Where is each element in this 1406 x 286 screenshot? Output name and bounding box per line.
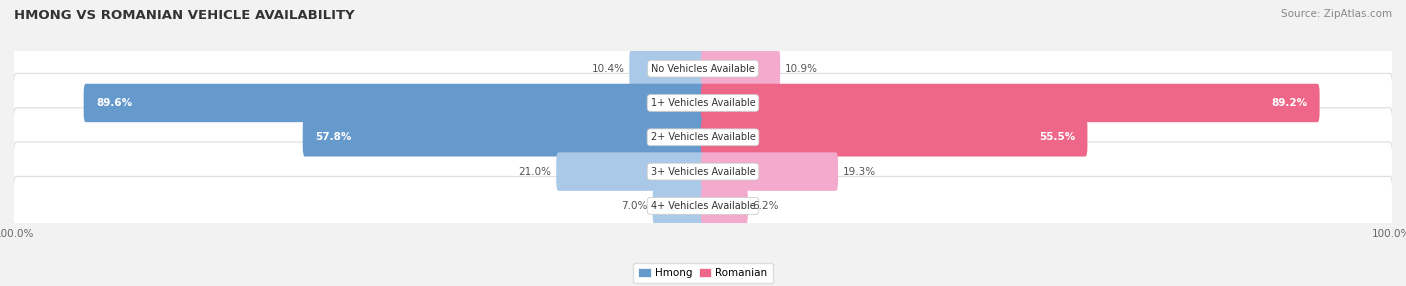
Text: 19.3%: 19.3% [842,167,876,176]
FancyBboxPatch shape [702,187,748,225]
Text: 55.5%: 55.5% [1039,132,1076,142]
Text: No Vehicles Available: No Vehicles Available [651,64,755,74]
FancyBboxPatch shape [14,142,1392,201]
Legend: Hmong, Romanian: Hmong, Romanian [633,263,773,283]
FancyBboxPatch shape [83,84,704,122]
Text: 1+ Vehicles Available: 1+ Vehicles Available [651,98,755,108]
Text: 10.4%: 10.4% [592,64,624,74]
Text: Source: ZipAtlas.com: Source: ZipAtlas.com [1281,9,1392,19]
Text: 57.8%: 57.8% [315,132,352,142]
Text: 3+ Vehicles Available: 3+ Vehicles Available [651,167,755,176]
FancyBboxPatch shape [630,49,704,88]
Text: 4+ Vehicles Available: 4+ Vehicles Available [651,201,755,211]
Text: 6.2%: 6.2% [752,201,779,211]
FancyBboxPatch shape [652,187,704,225]
Text: 89.2%: 89.2% [1271,98,1308,108]
FancyBboxPatch shape [702,84,1320,122]
FancyBboxPatch shape [702,118,1087,156]
Text: 2+ Vehicles Available: 2+ Vehicles Available [651,132,755,142]
FancyBboxPatch shape [702,152,838,191]
Text: 21.0%: 21.0% [519,167,551,176]
FancyBboxPatch shape [14,176,1392,235]
FancyBboxPatch shape [557,152,704,191]
FancyBboxPatch shape [14,39,1392,98]
FancyBboxPatch shape [702,49,780,88]
FancyBboxPatch shape [302,118,704,156]
Text: 89.6%: 89.6% [96,98,132,108]
Text: 7.0%: 7.0% [621,201,648,211]
Text: HMONG VS ROMANIAN VEHICLE AVAILABILITY: HMONG VS ROMANIAN VEHICLE AVAILABILITY [14,9,354,21]
FancyBboxPatch shape [14,108,1392,167]
FancyBboxPatch shape [14,74,1392,132]
Text: 10.9%: 10.9% [785,64,818,74]
